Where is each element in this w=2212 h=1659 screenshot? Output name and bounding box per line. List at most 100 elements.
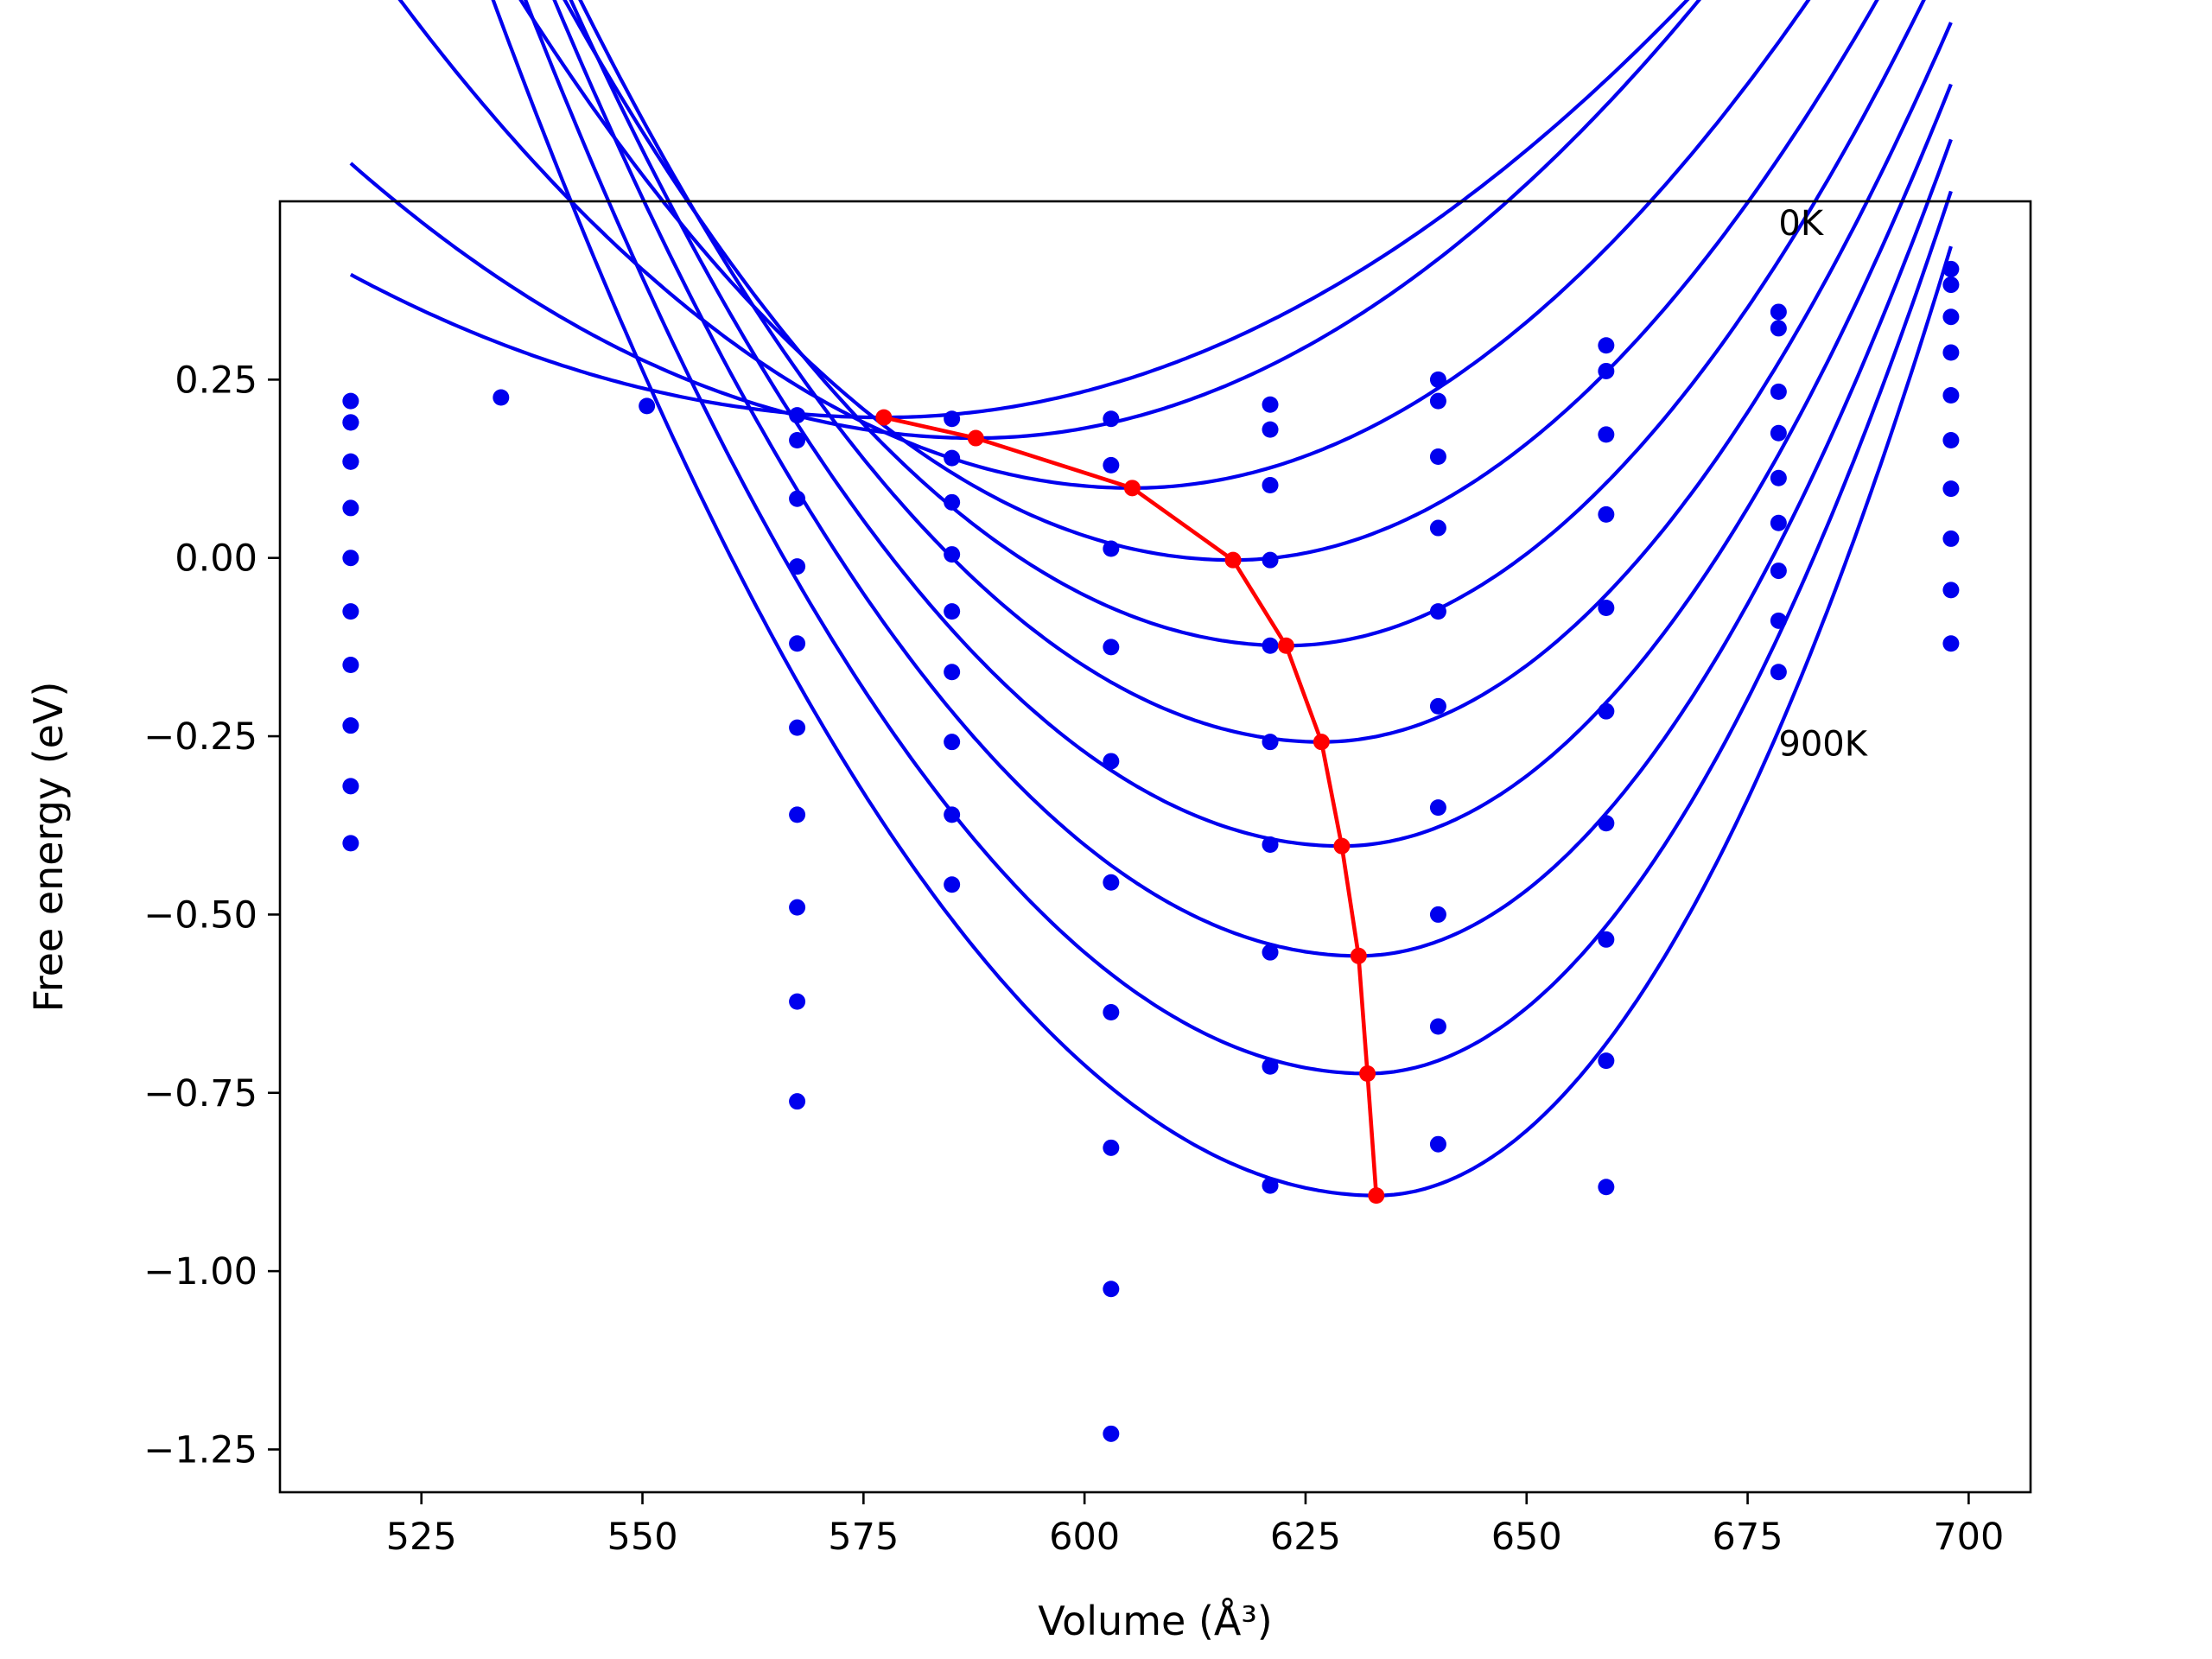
data-point [1942,635,1960,652]
data-point [789,1093,806,1110]
data-point [1429,603,1446,620]
data-point [1770,664,1787,681]
data-point [1598,1179,1615,1196]
data-point [1942,276,1960,294]
data-point [1942,387,1960,404]
minimum-path-point [1277,637,1294,654]
x-axis-ticks: 525 550 575 600 625 650 675 700 [386,1492,2004,1559]
y-tick-label: 0.25 [175,359,257,402]
x-tick-label: 650 [1491,1516,1562,1559]
data-point [342,835,359,852]
data-point [944,603,961,620]
y-axis-label: Free energy (eV) [25,682,72,1013]
data-point [944,734,961,751]
data-point [944,546,961,563]
data-point [1429,392,1446,410]
axes-frame [278,200,2032,1494]
fit-curve-4 [563,0,1926,648]
data-point [1262,551,1279,569]
x-axis-label: Volume (Å³) [1038,1598,1273,1644]
data-point [1103,753,1120,770]
data-point [1262,1177,1279,1194]
data-point [789,719,806,736]
data-point [1770,424,1787,442]
x-tick-label: 625 [1270,1516,1341,1559]
x-tick-label: 575 [828,1516,899,1559]
data-point [342,550,359,567]
minimum-path-point [1224,551,1242,569]
data-point [1598,426,1615,443]
data-point [1103,874,1120,891]
data-point [342,414,359,431]
data-point [1262,396,1279,413]
annotation-900k: 900K [1778,724,1868,764]
data-point [1770,303,1787,321]
data-point [944,493,961,511]
data-point [342,657,359,674]
x-tick-label: 600 [1049,1516,1120,1559]
data-point [1103,1425,1120,1442]
minimum-path-line [883,415,1379,1196]
minimum-path-point [967,429,984,447]
data-point [944,410,961,428]
data-point [1429,519,1446,537]
data-point [1262,637,1279,654]
data-point [1262,477,1279,494]
y-axis-ticks: 0.25 0.00 −0.25 −0.50 −0.75 −1.00 −1.25 [143,359,280,1471]
fit-curve-1 [349,0,1702,441]
x-tick-label: 675 [1713,1516,1783,1559]
data-point [1103,1281,1120,1298]
data-point [1770,320,1787,337]
data-point [1942,582,1960,599]
data-point [1942,308,1960,326]
data-point [342,499,359,517]
data-point [1429,1135,1446,1153]
minimum-path-layer [875,409,1385,1205]
fit-curve-0 [349,0,1690,420]
data-point [789,635,806,652]
y-tick-label: −0.50 [143,893,257,937]
data-point [342,453,359,470]
data-point [944,664,961,681]
data-point [789,806,806,823]
data-point [789,899,806,916]
x-tick-label: 550 [607,1516,677,1559]
data-point [1262,421,1279,438]
annotation-0k: 0K [1778,204,1824,244]
y-tick-label: 0.00 [175,537,257,581]
data-point [1262,734,1279,751]
data-point [1598,505,1615,523]
y-tick-label: −1.00 [143,1250,257,1294]
minimum-path-point [1359,1065,1376,1082]
data-point [1598,1052,1615,1070]
data-point [1103,1139,1120,1156]
data-point [1598,931,1615,948]
minimum-path-point [875,409,893,426]
fit-curve-6 [569,0,1953,849]
data-point [789,432,806,449]
data-point [1942,530,1960,547]
data-point [944,876,961,893]
data-point [1770,383,1787,400]
data-point [1942,432,1960,449]
minimum-path-point [1350,947,1367,964]
data-point [1262,1058,1279,1075]
data-point [1770,514,1787,531]
y-tick-label: −1.25 [143,1428,257,1471]
data-point [1770,469,1787,486]
fit-curve-5 [578,0,1953,744]
x-tick-label: 525 [386,1516,457,1559]
data-point [342,717,359,734]
fit-curve-7 [552,0,1953,958]
data-point [1770,563,1787,580]
data-point [1103,639,1120,656]
data-point [1262,836,1279,854]
fit-curve-8 [523,0,1953,1076]
fit-curve-2 [397,0,1811,490]
data-point [1429,697,1446,715]
minimum-path-point [1368,1187,1385,1205]
minimum-path-point [1123,480,1141,497]
data-point [1429,1018,1446,1035]
